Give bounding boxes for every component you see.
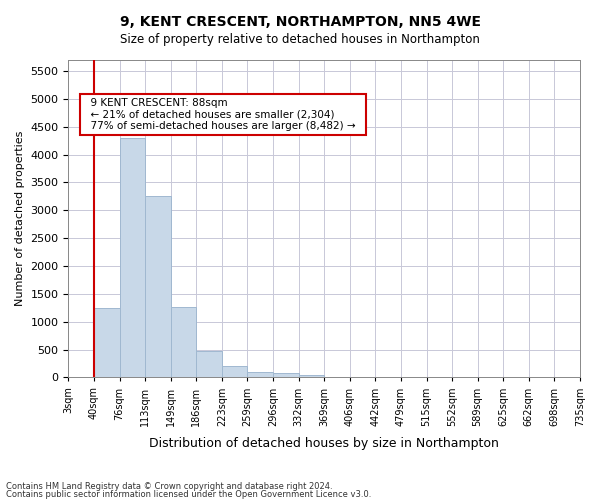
Bar <box>299 374 324 378</box>
Y-axis label: Number of detached properties: Number of detached properties <box>15 131 25 306</box>
Bar <box>222 366 247 378</box>
Text: Contains HM Land Registry data © Crown copyright and database right 2024.: Contains HM Land Registry data © Crown c… <box>6 482 332 491</box>
Bar <box>145 196 171 378</box>
Bar <box>94 308 119 378</box>
Text: Size of property relative to detached houses in Northampton: Size of property relative to detached ho… <box>120 32 480 46</box>
Bar <box>119 138 145 378</box>
Text: 9, KENT CRESCENT, NORTHAMPTON, NN5 4WE: 9, KENT CRESCENT, NORTHAMPTON, NN5 4WE <box>119 15 481 29</box>
Bar <box>171 306 196 378</box>
Bar <box>196 350 222 378</box>
X-axis label: Distribution of detached houses by size in Northampton: Distribution of detached houses by size … <box>149 437 499 450</box>
Bar <box>273 373 299 378</box>
Text: 9 KENT CRESCENT: 88sqm  
  ← 21% of detached houses are smaller (2,304)  
  77% : 9 KENT CRESCENT: 88sqm ← 21% of detached… <box>84 98 362 132</box>
Bar <box>247 372 273 378</box>
Text: Contains public sector information licensed under the Open Government Licence v3: Contains public sector information licen… <box>6 490 371 499</box>
